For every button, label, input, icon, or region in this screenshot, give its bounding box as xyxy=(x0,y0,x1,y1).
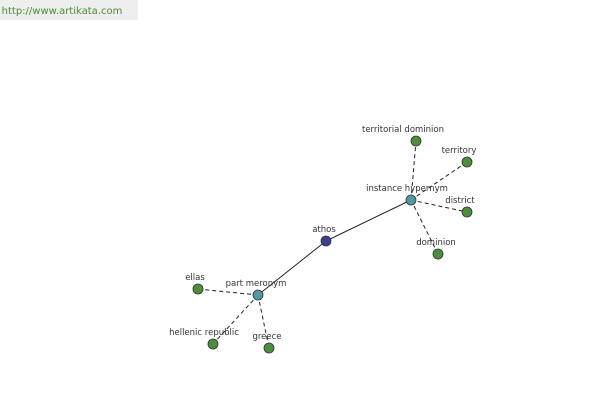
node[interactable] xyxy=(432,248,444,260)
edge xyxy=(197,288,259,296)
node-label: greece xyxy=(252,332,281,342)
node[interactable] xyxy=(263,342,275,354)
node[interactable] xyxy=(461,206,473,218)
node[interactable] xyxy=(252,289,264,301)
url-text[interactable]: http://www.artikata.com xyxy=(2,6,123,17)
node-label: district xyxy=(445,196,475,206)
edges xyxy=(197,140,468,349)
edge xyxy=(410,140,417,201)
node-label: hellenic republic xyxy=(169,328,239,338)
nodes: athos instance hypernym part meronym ter… xyxy=(169,125,477,354)
node-label: ellas xyxy=(185,273,205,283)
edge xyxy=(410,199,468,213)
node-label: instance hypernym xyxy=(366,184,448,194)
edge xyxy=(257,240,327,296)
node-label: dominion xyxy=(416,238,456,248)
node[interactable] xyxy=(405,194,417,206)
node-label: territorial dominion xyxy=(362,125,444,135)
url-banner xyxy=(0,0,138,20)
node[interactable] xyxy=(320,235,332,247)
node[interactable] xyxy=(192,283,204,295)
node[interactable] xyxy=(207,338,219,350)
edge xyxy=(325,199,412,242)
node-label: territory xyxy=(442,146,477,156)
node[interactable] xyxy=(410,135,422,147)
edge xyxy=(410,199,439,255)
edge xyxy=(410,161,468,201)
node-label: part meronym xyxy=(226,279,287,289)
edge xyxy=(257,294,270,349)
node[interactable] xyxy=(461,156,473,168)
node-label: athos xyxy=(312,225,336,235)
